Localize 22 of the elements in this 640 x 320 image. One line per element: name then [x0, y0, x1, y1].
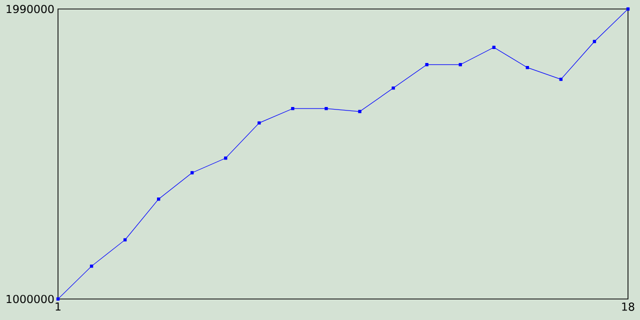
- point: [224, 156, 228, 160]
- y-tick-label: 1990000: [6, 4, 54, 14]
- point: [190, 171, 194, 174]
- x-tick-label: 18: [622, 302, 634, 311]
- point: [90, 264, 94, 268]
- point: [358, 110, 362, 114]
- point: [258, 121, 261, 125]
- point: [56, 297, 60, 301]
- point: [123, 238, 127, 242]
- point: [425, 63, 428, 66]
- point: [392, 86, 395, 90]
- point: [559, 78, 563, 81]
- y-tick-label: 1000000: [6, 294, 54, 304]
- point: [626, 7, 630, 11]
- point: [324, 106, 328, 110]
- point: [592, 40, 596, 44]
- point: [492, 46, 496, 49]
- point: [156, 198, 160, 201]
- x-tick-label: 1: [56, 302, 60, 311]
- point: [526, 66, 530, 70]
- point: [291, 106, 294, 110]
- point: [458, 63, 462, 66]
